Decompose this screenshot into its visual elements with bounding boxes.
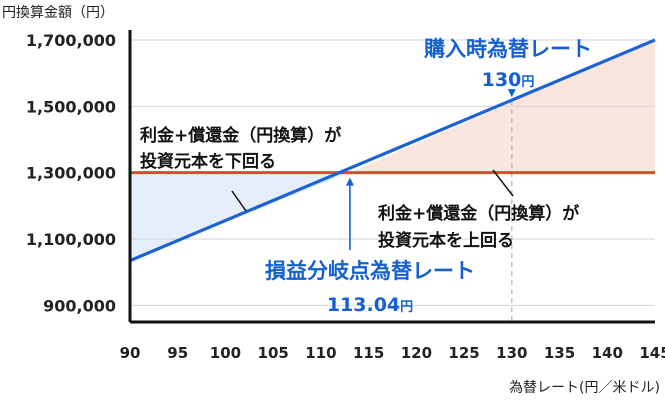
purchase-arrowhead <box>507 89 516 98</box>
x-tick-label: 120 <box>401 344 432 362</box>
yen-value-line <box>129 38 656 263</box>
x-tick-label: 105 <box>258 344 289 362</box>
x-tick-label: 135 <box>544 344 575 362</box>
gain-label-line2: 投資元本を上回る <box>378 230 514 251</box>
purchase-rate-value: 130 <box>482 69 522 91</box>
x-tick-label: 90 <box>120 344 141 362</box>
x-tick-label: 95 <box>167 344 188 362</box>
loss-label-line2: 投資元本を下回る <box>140 151 276 172</box>
breakeven-arrowhead <box>345 177 354 186</box>
breakeven-rate-title: 損益分岐点為替レート <box>265 259 475 283</box>
breakeven-rate-unit: 円 <box>400 300 413 315</box>
breakeven-rate-value-label: 113.04円 <box>327 294 413 316</box>
loss-label-pointer <box>231 190 247 212</box>
x-tick-label: 125 <box>448 344 479 362</box>
y-axis-title: 円換算金額（円） <box>2 5 114 21</box>
x-tick-label: 140 <box>592 344 623 362</box>
x-tick-label: 130 <box>496 344 527 362</box>
x-tick-labels: 90 95 100 105 110 115 120 125 130 135 140 145 <box>120 344 665 362</box>
x-tick-label: 145 <box>639 344 665 362</box>
breakeven-rate-value: 113.04 <box>327 294 400 316</box>
purchase-rate-value-label: 130円 <box>482 69 535 91</box>
purchase-rate-unit: 円 <box>521 75 534 90</box>
gain-label-pointer <box>492 169 514 197</box>
y-tick-label: 1,300,000 <box>26 164 116 183</box>
y-tick-label: 1,500,000 <box>26 97 116 116</box>
x-tick-label: 115 <box>353 344 384 362</box>
y-tick-label: 1,700,000 <box>26 31 116 50</box>
gain-label-line1: 利金+償還金（円換算）が <box>378 203 579 224</box>
x-tick-label: 100 <box>210 344 241 362</box>
y-tick-label: 900,000 <box>43 296 116 315</box>
loss-label-line1: 利金+償還金（円換算）が <box>140 125 341 146</box>
purchase-rate-title: 購入時為替レート <box>423 37 592 61</box>
y-tick-label: 1,100,000 <box>26 230 116 249</box>
x-tick-label: 110 <box>305 344 336 362</box>
y-tick-labels: 900,000 1,100,000 1,300,000 1,500,000 1,700,… <box>26 31 116 315</box>
x-axis-title: 為替レート(円／米ドル) <box>509 380 660 396</box>
